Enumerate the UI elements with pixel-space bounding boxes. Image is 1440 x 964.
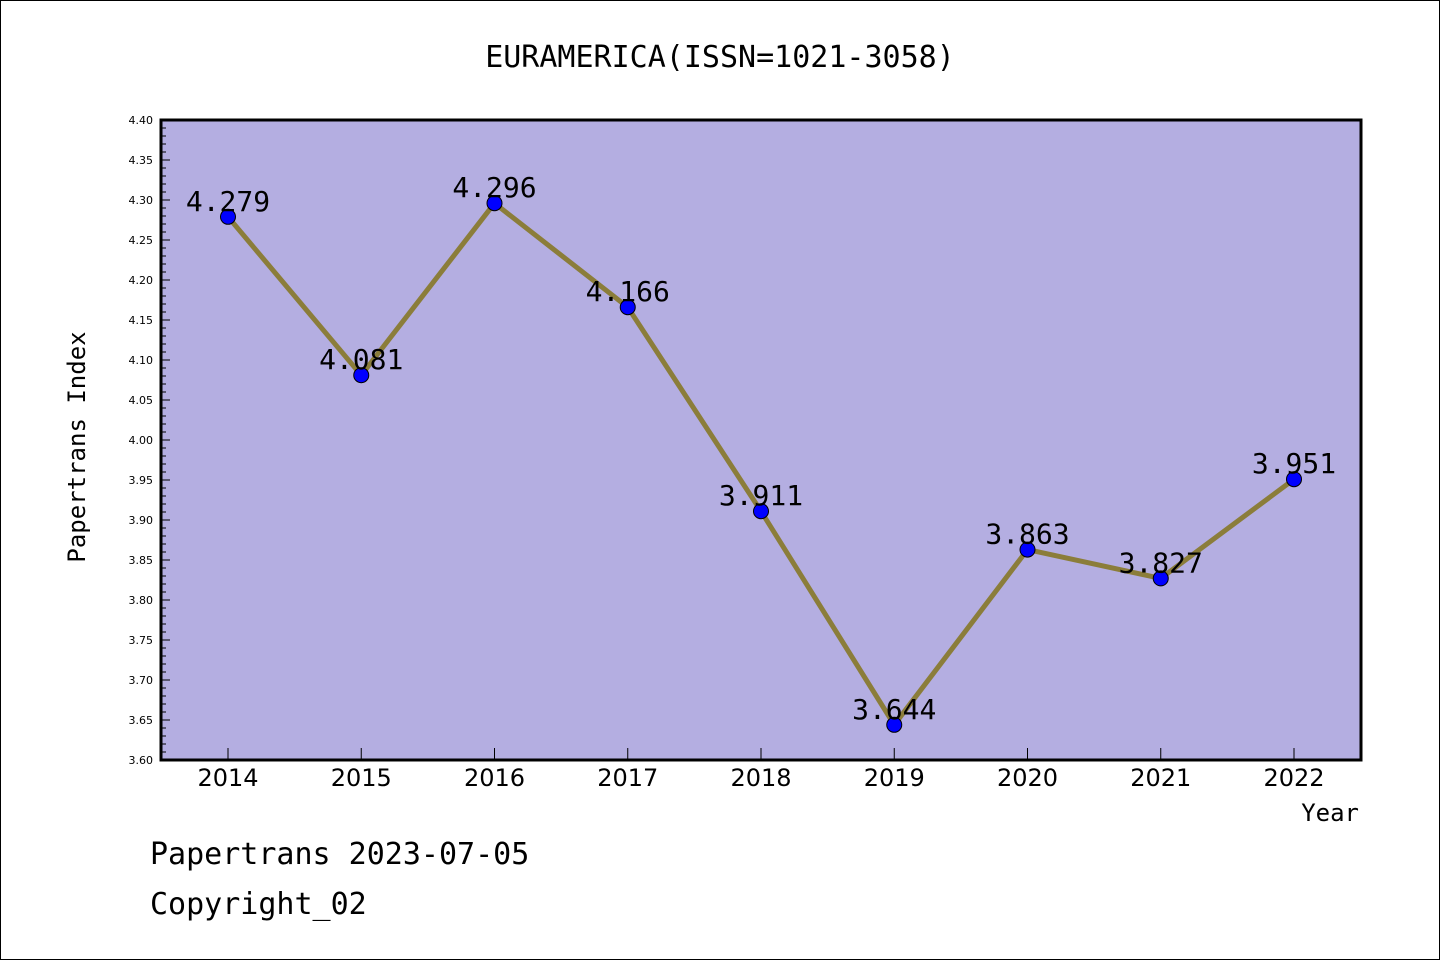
y-tick-label: 4.10 — [129, 354, 154, 367]
x-tick-label: 2020 — [997, 764, 1058, 792]
y-tick-label: 4.15 — [129, 314, 154, 327]
y-axis-label: Papertrans Index — [63, 331, 91, 562]
footer-copyright-text: Copyright_02 — [150, 887, 367, 922]
x-axis-label: Year — [1301, 799, 1359, 827]
data-label: 3.644 — [852, 693, 936, 726]
x-tick-label: 2017 — [597, 764, 658, 792]
footer-date-text: Papertrans 2023-07-05 — [150, 837, 529, 872]
y-tick-label: 3.85 — [129, 554, 154, 567]
plot-area — [159, 118, 1363, 762]
data-label: 3.827 — [1119, 546, 1203, 579]
y-tick-label: 4.20 — [129, 274, 154, 287]
y-tick-label: 3.75 — [129, 634, 154, 647]
y-tick-label: 3.60 — [129, 754, 154, 767]
y-tick-label: 4.40 — [129, 114, 154, 127]
data-point-marker — [1152, 570, 1169, 587]
data-label: 4.296 — [452, 171, 536, 204]
data-point-marker — [353, 367, 370, 384]
y-tick-label: 4.05 — [129, 394, 154, 407]
y-tick-label: 3.90 — [129, 514, 154, 527]
data-label-layer: 4.279 4.081 4.296 4.166 3.911 3.644 3.863 3.827… — [186, 171, 1336, 726]
data-point-marker — [619, 299, 636, 316]
x-axis: 2014 2015 2016 2017 2018 2019 2020 2021 2022 — [197, 748, 1325, 792]
data-point-marker — [486, 195, 503, 212]
y-tick-label: 3.70 — [129, 674, 154, 687]
chart-title: EURAMERICA(ISSN=1021-3058) — [485, 40, 955, 75]
data-point-marker — [753, 503, 769, 520]
x-tick-label: 2018 — [730, 764, 791, 792]
y-tick-label: 4.25 — [129, 234, 154, 247]
y-tick-label: 4.30 — [129, 194, 154, 207]
x-tick-label: 2014 — [197, 764, 258, 792]
data-point-marker — [886, 716, 903, 733]
x-tick-label: 2015 — [331, 764, 392, 792]
data-label: 4.081 — [319, 343, 403, 376]
y-axis: 3.60 3.65 3.70 3.75 3.80 3.85 3.90 3.95 4.00 4.05… — [129, 114, 170, 767]
series-layer — [220, 195, 1302, 733]
data-label: 3.951 — [1252, 447, 1336, 480]
y-tick-label: 3.80 — [129, 594, 154, 607]
x-tick-label: 2021 — [1130, 764, 1191, 792]
x-tick-label: 2022 — [1263, 764, 1324, 792]
data-label: 4.279 — [186, 185, 270, 218]
x-tick-label: 2019 — [864, 764, 925, 792]
y-tick-label: 3.65 — [129, 714, 154, 727]
y-tick-label: 3.95 — [129, 474, 154, 487]
data-label: 3.863 — [985, 518, 1069, 551]
y-tick-label: 4.00 — [129, 434, 154, 447]
data-label: 4.166 — [586, 275, 670, 308]
x-tick-label: 2016 — [464, 764, 525, 792]
data-point-marker — [1019, 541, 1036, 558]
data-point-marker — [1286, 471, 1302, 488]
data-label: 3.911 — [719, 479, 803, 512]
y-tick-label: 4.35 — [129, 154, 154, 167]
data-point-marker — [220, 208, 236, 225]
